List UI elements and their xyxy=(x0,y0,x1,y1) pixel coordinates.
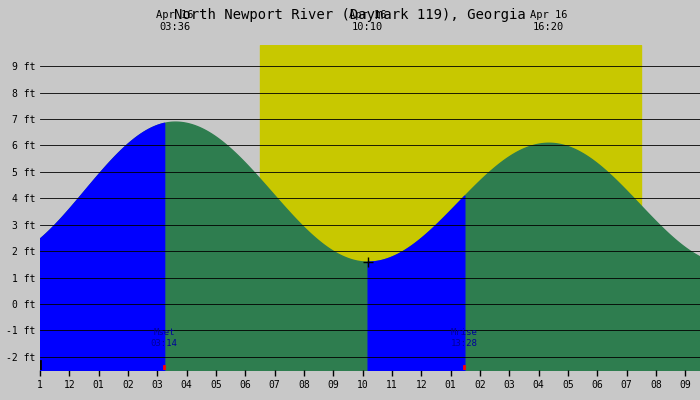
Text: Apr 16
03:36: Apr 16 03:36 xyxy=(156,10,194,32)
Text: Apr 16
10:10: Apr 16 10:10 xyxy=(349,10,386,32)
Text: Mset
03:14: Mset 03:14 xyxy=(150,328,178,348)
Text: Mrise
13:28: Mrise 13:28 xyxy=(451,328,478,348)
Text: Apr 16
16:20: Apr 16 16:20 xyxy=(530,10,567,32)
Text: North Newport River (Daymark 119), Georgia: North Newport River (Daymark 119), Georg… xyxy=(174,8,526,22)
Bar xyxy=(260,45,641,370)
